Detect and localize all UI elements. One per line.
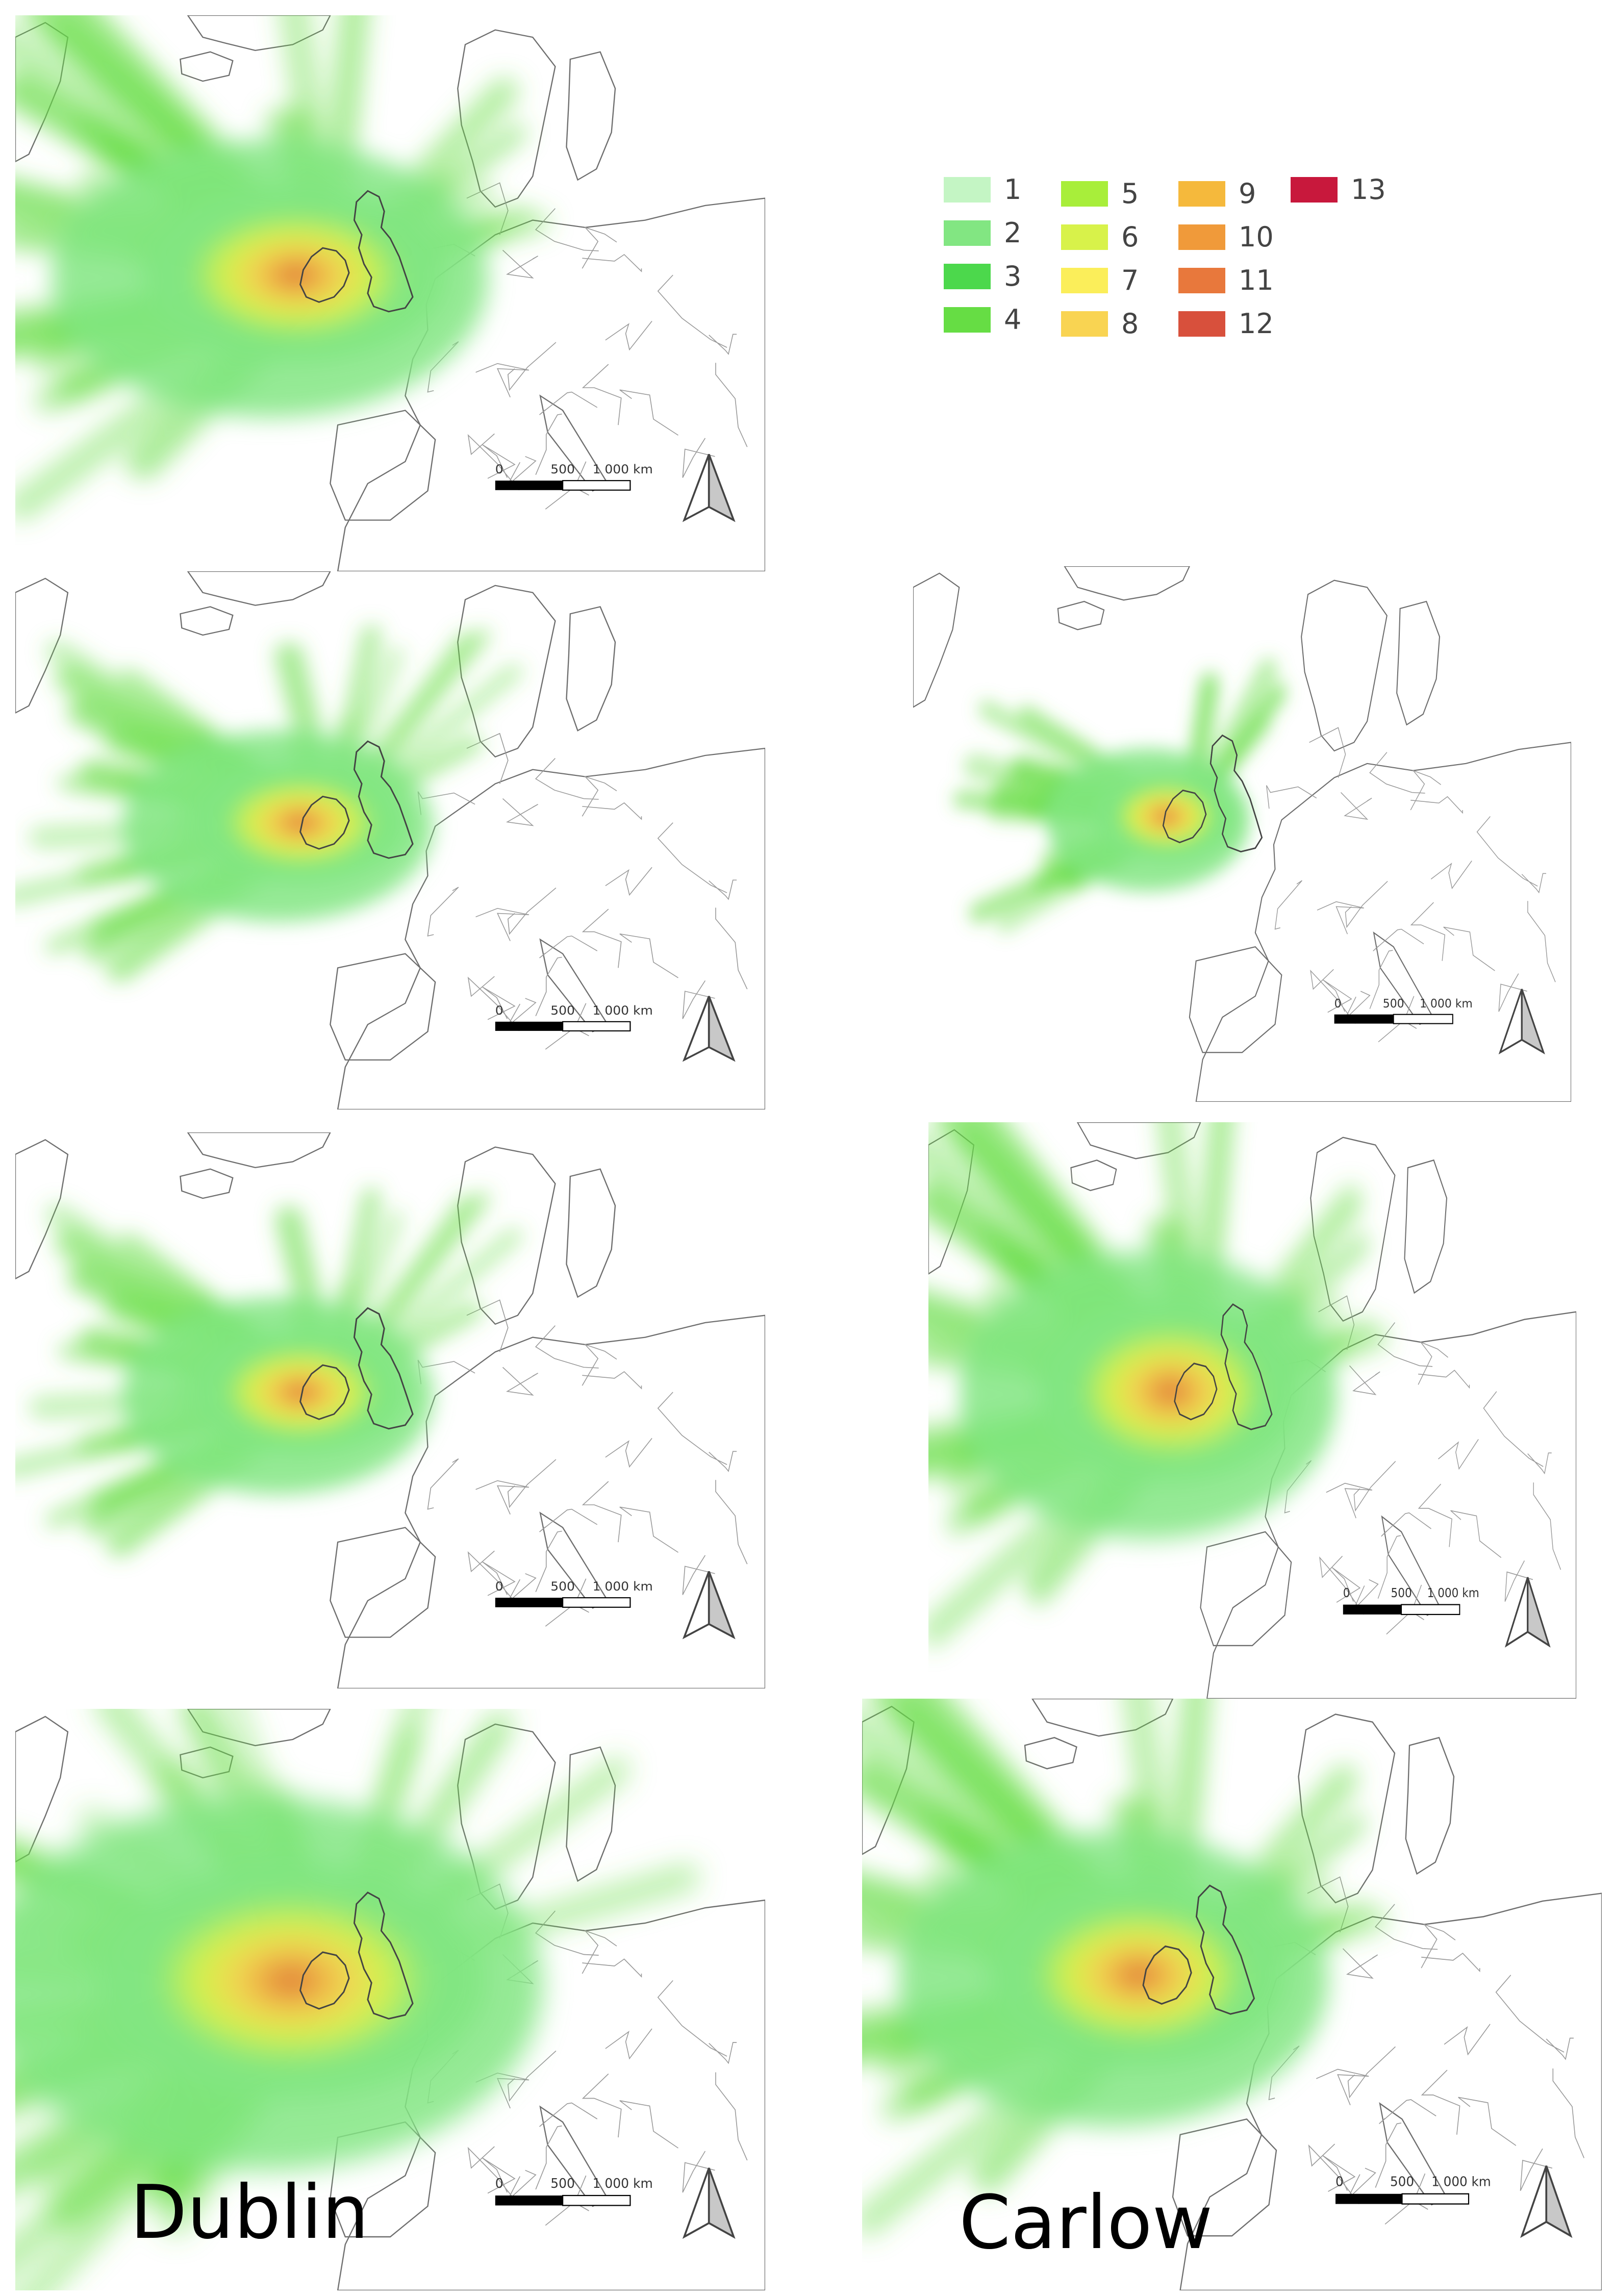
legend-swatch-13 xyxy=(1291,176,1338,203)
legend-label-3: 3 xyxy=(1004,260,1022,292)
scale-label: 0 xyxy=(1334,997,1342,1011)
legend-swatch-12 xyxy=(1178,311,1225,337)
scale-label: 0 xyxy=(1343,1585,1350,1600)
plume-dublin-2019 xyxy=(15,1188,522,1557)
legend-swatch-5 xyxy=(1061,181,1108,207)
legend-swatch-1 xyxy=(944,176,991,203)
legend-item-1: 1 xyxy=(944,173,1021,206)
scale-label: 1 000 km xyxy=(593,2176,653,2191)
map-panel-carlow-2018: 0 500 1 000 km xyxy=(913,566,1571,1102)
map-panel-dublin-2020: 0 500 1 000 km xyxy=(15,1709,765,2290)
legend-item-3: 3 xyxy=(944,260,1021,292)
scale-label: 500 xyxy=(550,462,575,476)
scale-bar: 0 500 1 000 km xyxy=(1335,2174,1491,2205)
site-label-carlow: Carlow xyxy=(959,2180,1213,2266)
scale-bar: 0 500 1 000 km xyxy=(495,2176,653,2206)
scale-label: 1 000 km xyxy=(593,1003,653,1018)
legend-swatch-10 xyxy=(1178,224,1225,250)
legend-label-11: 11 xyxy=(1239,264,1274,296)
scale-bar: 0 500 1 000 km xyxy=(495,1003,653,1031)
north-arrow-icon xyxy=(1504,1577,1551,1648)
legend-label-6: 6 xyxy=(1121,221,1139,253)
scale-label: 500 xyxy=(550,1579,575,1594)
north-arrow-icon xyxy=(682,453,736,522)
legend-swatch-11 xyxy=(1178,267,1225,293)
density-legend: 1 2 3 4 5 6 7 8 9 10 11 12 13 xyxy=(944,173,1403,357)
scale-label: 500 xyxy=(550,2176,575,2191)
scale-label: 1 000 km xyxy=(1431,2174,1491,2189)
scale-label: 500 xyxy=(1390,2174,1414,2189)
legend-swatch-9 xyxy=(1178,181,1225,207)
legend-label-1: 1 xyxy=(1004,173,1022,206)
scale-bar: 0 500 1 000 km xyxy=(1334,997,1473,1024)
plume-carlow-2019 xyxy=(928,1122,1392,1647)
scale-label: 0 xyxy=(495,2176,503,2191)
scale-label: 1 000 km xyxy=(1427,1585,1479,1600)
legend-label-13: 13 xyxy=(1351,173,1386,206)
scale-bar: 0 500 1 000 km xyxy=(1343,1585,1479,1616)
map-panel-dublin-2018: 0 500 1 000 km xyxy=(15,571,765,1109)
plume-dublin-2018 xyxy=(15,625,522,982)
legend-label-4: 4 xyxy=(1004,304,1022,336)
legend-swatch-7 xyxy=(1061,267,1108,293)
legend-item-8: 8 xyxy=(1061,308,1139,340)
legend-label-5: 5 xyxy=(1121,178,1139,210)
plume-dublin-2017 xyxy=(15,15,551,521)
legend-label-12: 12 xyxy=(1239,308,1274,340)
legend-item-6: 6 xyxy=(1061,221,1139,253)
map-panel-carlow-2019: 0 500 1 000 km xyxy=(928,1122,1576,1699)
legend-item-10: 10 xyxy=(1178,221,1274,253)
north-arrow-icon xyxy=(1520,2165,1573,2238)
legend-item-13: 13 xyxy=(1291,173,1386,206)
legend-swatch-4 xyxy=(944,307,991,333)
north-arrow-icon xyxy=(682,2167,736,2239)
scale-label: 0 xyxy=(495,462,503,476)
legend-item-11: 11 xyxy=(1178,264,1274,296)
map-panel-carlow-2020: 0 500 1 000 km xyxy=(862,1699,1602,2290)
scale-label: 500 xyxy=(1391,1585,1412,1600)
scale-label: 1 000 km xyxy=(593,1579,653,1594)
legend-item-7: 7 xyxy=(1061,264,1139,296)
scale-label: 500 xyxy=(1383,997,1404,1011)
legend-item-2: 2 xyxy=(944,217,1021,249)
site-label-dublin: Dublin xyxy=(130,2169,369,2256)
legend-label-8: 8 xyxy=(1121,308,1139,340)
scale-label: 0 xyxy=(495,1579,503,1594)
north-arrow-icon xyxy=(682,1571,736,1639)
legend-label-7: 7 xyxy=(1121,264,1139,296)
scale-label: 1 000 km xyxy=(593,462,653,476)
legend-item-9: 9 xyxy=(1178,178,1256,210)
scale-label: 0 xyxy=(495,1003,503,1018)
plume-carlow-2018 xyxy=(953,658,1287,934)
legend-item-4: 4 xyxy=(944,304,1021,336)
legend-swatch-8 xyxy=(1061,311,1108,337)
plume-carlow-2020 xyxy=(862,1699,1391,2237)
legend-swatch-6 xyxy=(1061,224,1108,250)
scale-label: 1 000 km xyxy=(1420,997,1473,1011)
north-arrow-icon xyxy=(1498,989,1545,1055)
north-arrow-icon xyxy=(682,996,736,1062)
scale-label: 500 xyxy=(550,1003,575,1018)
map-panel-dublin-2019: 0 500 1 000 km xyxy=(15,1132,765,1688)
legend-label-10: 10 xyxy=(1239,221,1274,253)
legend-swatch-2 xyxy=(944,220,991,246)
map-panel-dublin-2017: 0 500 1 000 km xyxy=(15,15,765,571)
legend-swatch-3 xyxy=(944,263,991,289)
legend-label-9: 9 xyxy=(1239,178,1256,210)
scale-bar: 0 500 1 000 km xyxy=(495,1579,653,1608)
legend-item-5: 5 xyxy=(1061,178,1139,210)
plume-dublin-2020 xyxy=(15,1709,700,2290)
scale-label: 0 xyxy=(1335,2174,1344,2189)
legend-label-2: 2 xyxy=(1004,217,1022,249)
legend-item-12: 12 xyxy=(1178,308,1274,340)
scale-bar: 0 500 1 000 km xyxy=(495,462,653,491)
